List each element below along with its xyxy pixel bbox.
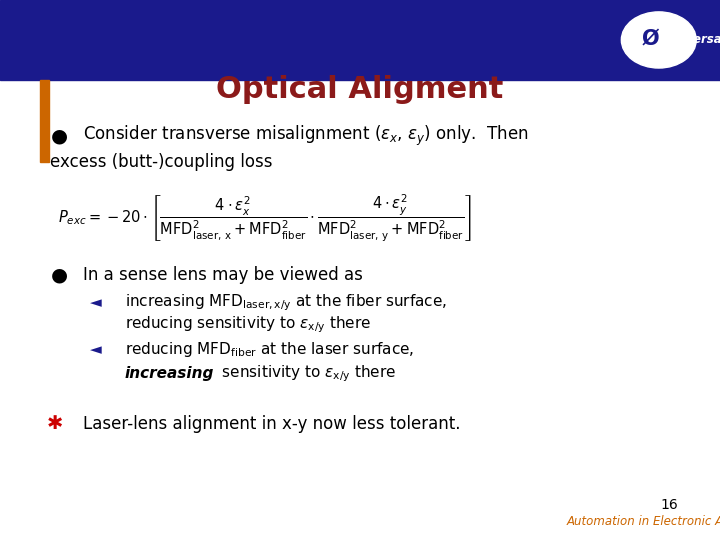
Bar: [40, 80, 49, 162]
Text: Laser-lens alignment in x-y now less tolerant.: Laser-lens alignment in x-y now less tol…: [83, 415, 460, 433]
Bar: [0, 0, 720, 80]
Text: reducing MFD$_{\mathrm{fiber}}$ at the laser surface,: reducing MFD$_{\mathrm{fiber}}$ at the l…: [125, 340, 414, 360]
Text: increasing MFD$_{\mathrm{laser,x/y}}$ at the fiber surface,: increasing MFD$_{\mathrm{laser,x/y}}$ at…: [125, 292, 446, 313]
Text: Automation in Electronic Assembly: Automation in Electronic Assembly: [567, 515, 720, 528]
Text: excess (butt-)coupling loss: excess (butt-)coupling loss: [50, 153, 273, 171]
Text: ◄: ◄: [90, 342, 102, 357]
Text: reducing sensitivity to $\varepsilon_{\mathrm{x/y}}$ there: reducing sensitivity to $\varepsilon_{\m…: [125, 315, 371, 335]
Text: increasing: increasing: [125, 366, 214, 381]
Text: ●: ●: [50, 126, 68, 146]
Text: Optical Aligment: Optical Aligment: [216, 75, 504, 104]
Text: In a sense lens may be viewed as: In a sense lens may be viewed as: [83, 266, 363, 285]
Text: Ø: Ø: [642, 29, 659, 49]
Text: $P_{exc} = -20 \cdot \left[ \dfrac{4 \cdot \varepsilon_x^2}{\mathrm{MFD}^2_{\mat: $P_{exc} = -20 \cdot \left[ \dfrac{4 \cd…: [58, 193, 471, 244]
Text: Consider transverse misalignment ($\varepsilon_x$, $\varepsilon_y$) only.  Then: Consider transverse misalignment ($\vare…: [83, 124, 528, 148]
Text: ◄: ◄: [90, 295, 102, 310]
Text: ✱: ✱: [47, 414, 63, 434]
Circle shape: [621, 12, 696, 68]
Text: niversaL: niversaL: [673, 33, 720, 46]
Text: 16: 16: [661, 498, 678, 512]
Text: sensitivity to $\varepsilon_{\mathrm{x/y}}$ there: sensitivity to $\varepsilon_{\mathrm{x/y…: [217, 363, 396, 384]
Text: ●: ●: [50, 266, 68, 285]
